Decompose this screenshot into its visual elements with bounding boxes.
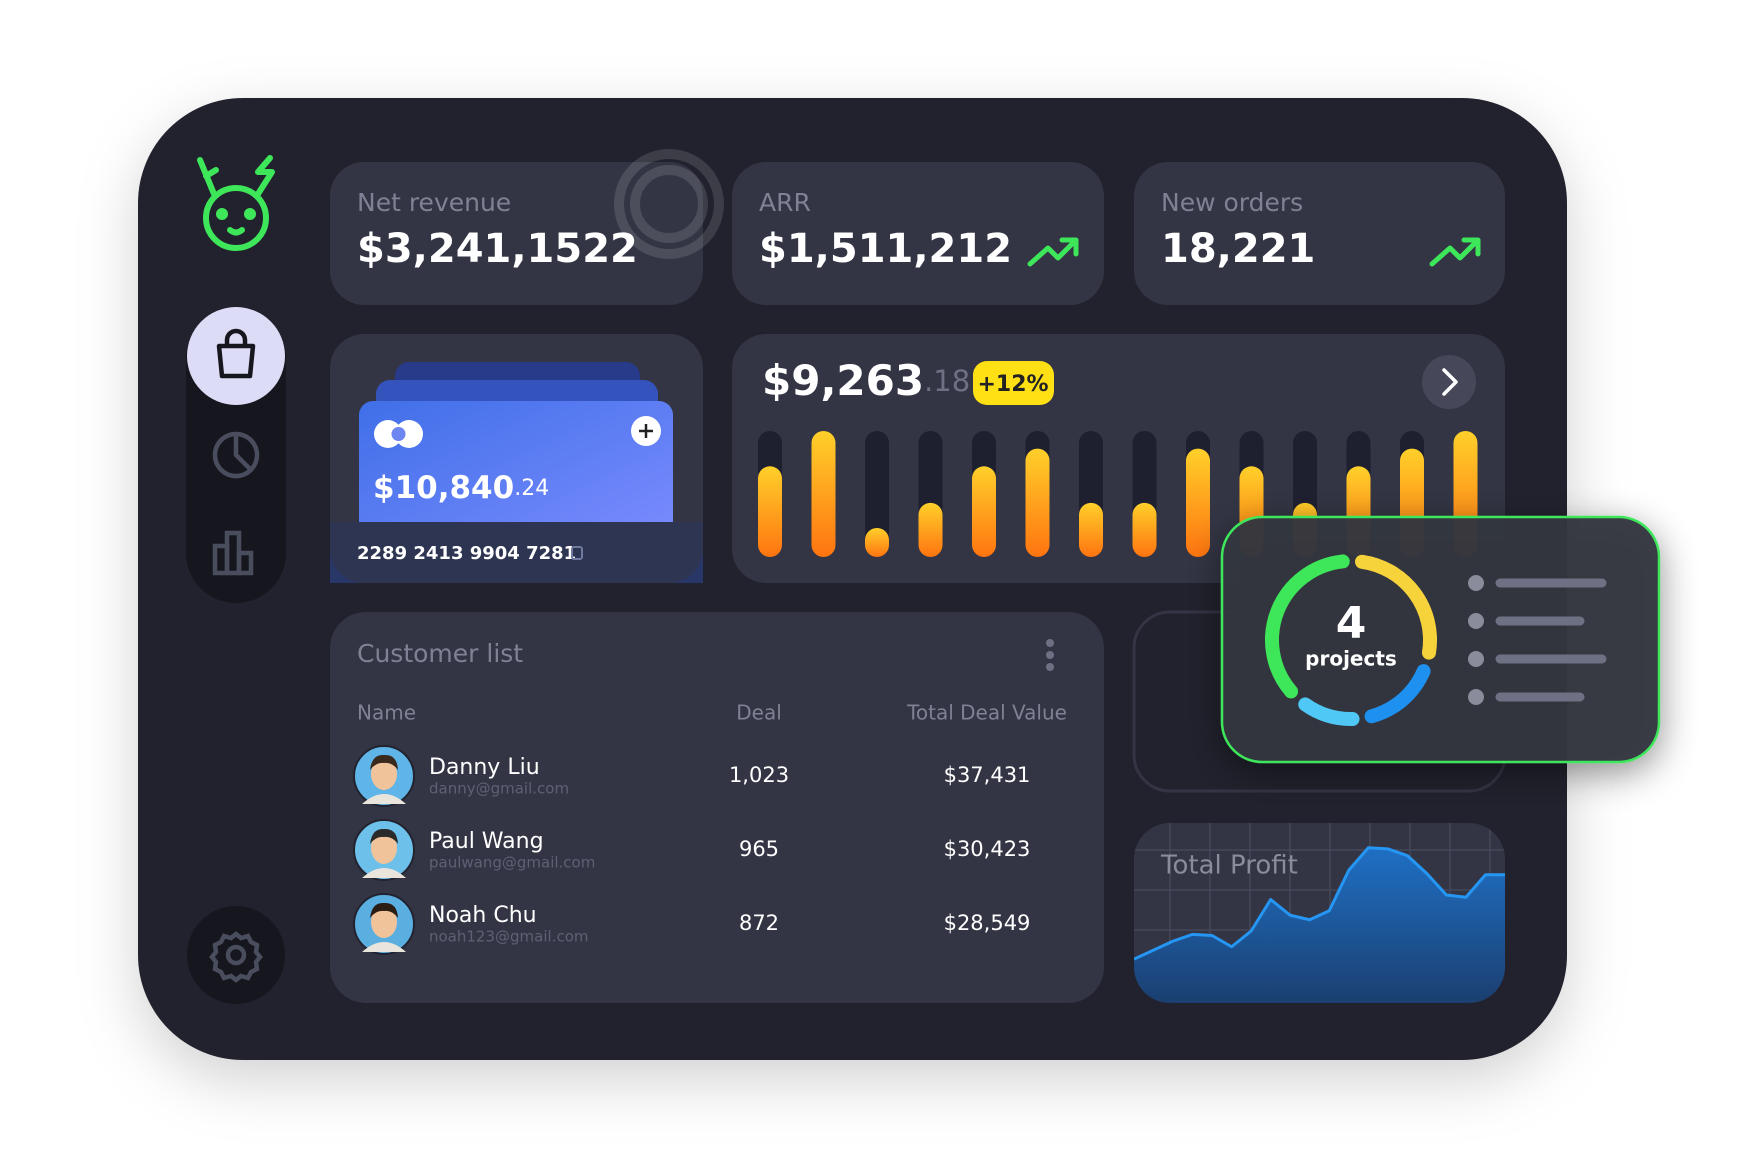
project-count: 4 <box>1336 598 1367 649</box>
avatar <box>353 893 415 955</box>
bar <box>811 431 836 557</box>
deal: 965 <box>739 837 779 861</box>
bar <box>865 528 889 557</box>
avatar-hair <box>370 828 398 844</box>
stat-cards: Net revenue $3,241,1522 ARR $1,511,212 New o… <box>330 149 1505 305</box>
bar <box>972 466 996 557</box>
customer-email: paulwang@gmail.com <box>429 854 595 872</box>
copy-icon[interactable] <box>571 546 583 560</box>
customer-email: noah123@gmail.com <box>429 928 588 946</box>
column-header: Name <box>357 701 416 725</box>
card-number: 2289 2413 9904 7281 <box>357 543 576 564</box>
bar <box>758 466 782 557</box>
stat-label: ARR <box>759 188 811 217</box>
nav-settings[interactable] <box>187 906 285 1004</box>
change-badge <box>973 361 1054 405</box>
change-text: +12% <box>977 372 1048 397</box>
stat-value: 18,221 <box>1161 226 1315 272</box>
donut-segment <box>1354 554 1437 660</box>
customer-list: Customer list Name Deal Total Deal Value Da… <box>330 612 1104 1003</box>
stat-card <box>732 162 1104 305</box>
trend-icon <box>1027 237 1079 267</box>
gear-icon <box>209 931 263 983</box>
profit-area <box>1134 847 1505 1003</box>
bar <box>1132 502 1157 557</box>
profit-chart <box>1134 846 1505 1003</box>
avatar-body <box>362 868 406 878</box>
avatar-body <box>362 794 406 804</box>
column-header: Deal <box>736 701 782 725</box>
avatar <box>353 819 415 881</box>
revenue-amount: $9,263.18 <box>762 356 970 405</box>
bar <box>1079 502 1103 557</box>
avatar-hair <box>370 902 398 918</box>
total-deal-value: $37,431 <box>944 763 1031 787</box>
bar <box>918 502 943 557</box>
wallet-card: $10,840.24 2289 2413 9904 7281 <box>330 334 703 583</box>
stat-label: New orders <box>1161 188 1303 217</box>
column-header: Total Deal Value <box>906 701 1067 725</box>
nav-pie[interactable] <box>212 431 260 479</box>
profit-title: Total Profit <box>1160 851 1298 881</box>
nav-bars[interactable] <box>212 530 254 576</box>
deal: 872 <box>739 911 779 935</box>
profit-card: Total Profit <box>1134 823 1505 1003</box>
avatar-hair <box>370 754 398 770</box>
customer-name: Noah Chu <box>429 903 537 928</box>
bar <box>1186 448 1210 557</box>
trend-icon <box>1429 237 1481 267</box>
customer-email: danny@gmail.com <box>429 780 569 798</box>
nav-shop[interactable] <box>187 307 285 405</box>
stat-value: $3,241,1522 <box>357 226 638 272</box>
stat-card <box>1134 162 1505 305</box>
avatar-body <box>362 942 406 952</box>
customer-name: Danny Liu <box>429 755 540 780</box>
customer-name: Paul Wang <box>429 829 544 854</box>
deal: 1,023 <box>729 763 789 787</box>
donut-segment <box>1298 697 1360 726</box>
profit-line <box>1134 846 1505 961</box>
legend-lines <box>1495 578 1607 702</box>
bar-track <box>865 431 889 557</box>
avatar <box>353 745 415 807</box>
stat-label: Net revenue <box>357 188 511 217</box>
legend-dots <box>1468 575 1484 705</box>
total-deal-value: $30,423 <box>944 837 1031 861</box>
total-deal-value: $28,549 <box>944 911 1031 935</box>
avatar-face <box>371 832 397 864</box>
menu-dots[interactable] <box>1046 639 1054 671</box>
project-label: projects <box>1305 647 1397 671</box>
donut-segment <box>1364 664 1431 724</box>
avatar-face <box>371 906 397 938</box>
dollar-watermark <box>614 149 724 259</box>
bar <box>1025 448 1050 557</box>
donut-segment <box>1265 554 1350 699</box>
balance: $10,840.24 <box>373 470 549 506</box>
bag-icon <box>216 328 256 379</box>
projects-popup: 4 projects <box>1220 515 1661 764</box>
stat-card <box>330 162 703 305</box>
avatar-face <box>371 758 397 790</box>
stat-value: $1,511,212 <box>759 226 1012 272</box>
logo <box>197 155 275 251</box>
list-title: Customer list <box>357 639 523 668</box>
next-button[interactable] <box>1422 355 1476 409</box>
